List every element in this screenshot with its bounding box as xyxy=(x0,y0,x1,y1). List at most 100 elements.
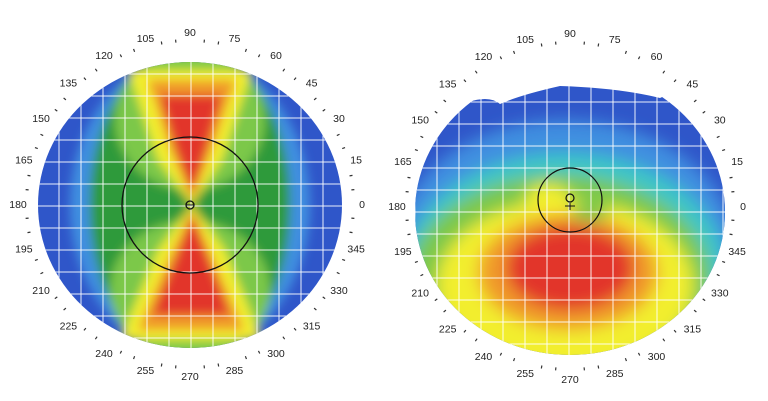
degree-label: 60 xyxy=(651,51,663,63)
degree-tick xyxy=(27,174,31,177)
degree-label: 210 xyxy=(411,288,429,300)
degree-tick xyxy=(336,133,340,137)
degree-label: 255 xyxy=(516,368,534,380)
degree-tick xyxy=(257,350,261,354)
degree-tick xyxy=(722,260,726,263)
degree-label: 15 xyxy=(350,154,362,166)
right-topography-map: 0 15 30 45 60 75 90 105 120 135 150 165 180 195 210 225… xyxy=(388,28,746,386)
degree-tick xyxy=(407,176,411,179)
degree-tick xyxy=(434,110,438,114)
degree-label: 165 xyxy=(15,154,33,166)
right-center-marker xyxy=(565,193,575,203)
degree-tick xyxy=(513,358,516,362)
degree-label: 270 xyxy=(561,374,579,386)
left-map-grid xyxy=(38,62,342,348)
degree-tick xyxy=(244,356,247,360)
degree-label: 210 xyxy=(32,285,50,297)
degree-tick xyxy=(160,41,163,45)
degree-tick xyxy=(637,56,641,60)
degree-label: 165 xyxy=(394,156,412,168)
degree-label: 180 xyxy=(9,199,27,211)
degree-label: 300 xyxy=(648,351,666,363)
degree-tick xyxy=(693,99,697,103)
degree-tick xyxy=(729,233,733,236)
right-degree-ring: 0 15 30 45 60 75 90 105 120 135 150 165 180 195 210 225… xyxy=(388,28,746,386)
degree-tick xyxy=(693,309,697,313)
degree-tick xyxy=(624,358,627,362)
degree-label: 285 xyxy=(606,368,624,380)
degree-tick xyxy=(336,271,340,275)
degree-tick xyxy=(94,336,98,340)
degree-label: 75 xyxy=(609,34,621,46)
degree-tick xyxy=(443,99,447,103)
degree-label: 240 xyxy=(475,351,493,363)
degree-tick xyxy=(624,50,627,54)
degree-label: 315 xyxy=(684,323,702,335)
degree-label: 30 xyxy=(714,115,726,127)
degree-tick xyxy=(217,41,220,45)
degree-tick xyxy=(499,56,503,60)
degree-label: 45 xyxy=(306,77,318,89)
degree-tick xyxy=(54,108,58,112)
degree-label: 135 xyxy=(60,77,78,89)
degree-label: 270 xyxy=(181,371,199,383)
degree-tick xyxy=(94,68,98,72)
degree-tick xyxy=(499,352,503,356)
degree-tick xyxy=(342,258,346,261)
degree-tick xyxy=(34,258,38,261)
degree-tick xyxy=(119,350,123,354)
degree-label: 90 xyxy=(184,27,196,39)
degree-label: 315 xyxy=(303,321,321,333)
degree-tick xyxy=(217,363,220,367)
degree-tick xyxy=(702,110,706,114)
degree-tick xyxy=(257,54,261,58)
degree-tick xyxy=(313,97,317,101)
degree-label: 300 xyxy=(267,348,285,360)
degree-tick xyxy=(34,147,38,150)
degree-label: 150 xyxy=(32,113,50,125)
degree-tick xyxy=(434,298,438,302)
degree-label: 90 xyxy=(564,28,576,40)
degree-tick xyxy=(474,70,478,74)
left-pupil-circle xyxy=(121,136,259,274)
degree-tick xyxy=(729,176,733,179)
degree-tick xyxy=(322,296,326,300)
degree-tick xyxy=(702,298,706,302)
right-map-colors xyxy=(415,69,725,355)
degree-tick xyxy=(63,307,67,311)
degree-label: 0 xyxy=(740,201,746,213)
degree-tick xyxy=(349,174,353,177)
left-map-edge xyxy=(248,60,360,130)
degree-tick xyxy=(673,79,677,83)
degree-tick xyxy=(513,50,516,54)
degree-tick xyxy=(313,307,317,311)
degree-tick xyxy=(597,365,600,369)
degree-label: 285 xyxy=(226,365,244,377)
degree-label: 330 xyxy=(330,285,348,297)
degree-tick xyxy=(40,271,44,275)
degree-label: 195 xyxy=(394,246,412,258)
left-topography-map: 0 15 30 45 60 75 90 105 120 135 150 165 180 195 210 225… xyxy=(9,27,365,383)
degree-label: 45 xyxy=(686,79,698,91)
degree-tick xyxy=(83,77,87,81)
degree-tick xyxy=(244,48,247,52)
degree-label: 345 xyxy=(728,246,746,258)
degree-tick xyxy=(407,233,411,236)
degree-tick xyxy=(40,133,44,137)
degree-tick xyxy=(540,365,543,369)
degree-label: 135 xyxy=(439,79,457,91)
degree-tick xyxy=(662,70,666,74)
degree-tick xyxy=(282,68,286,72)
degree-tick xyxy=(420,273,424,277)
degree-label: 105 xyxy=(516,34,534,46)
degree-label: 255 xyxy=(137,365,155,377)
left-degree-ring: 0 15 30 45 60 75 90 105 120 135 150 165 180 195 210 225… xyxy=(9,27,365,383)
degree-label: 240 xyxy=(95,348,113,360)
degree-label: 75 xyxy=(229,33,241,45)
degree-label: 60 xyxy=(270,50,282,62)
degree-tick xyxy=(662,338,666,342)
degree-tick xyxy=(414,260,418,263)
degree-tick xyxy=(133,48,136,52)
degree-tick xyxy=(637,352,641,356)
degree-label: 120 xyxy=(95,50,113,62)
